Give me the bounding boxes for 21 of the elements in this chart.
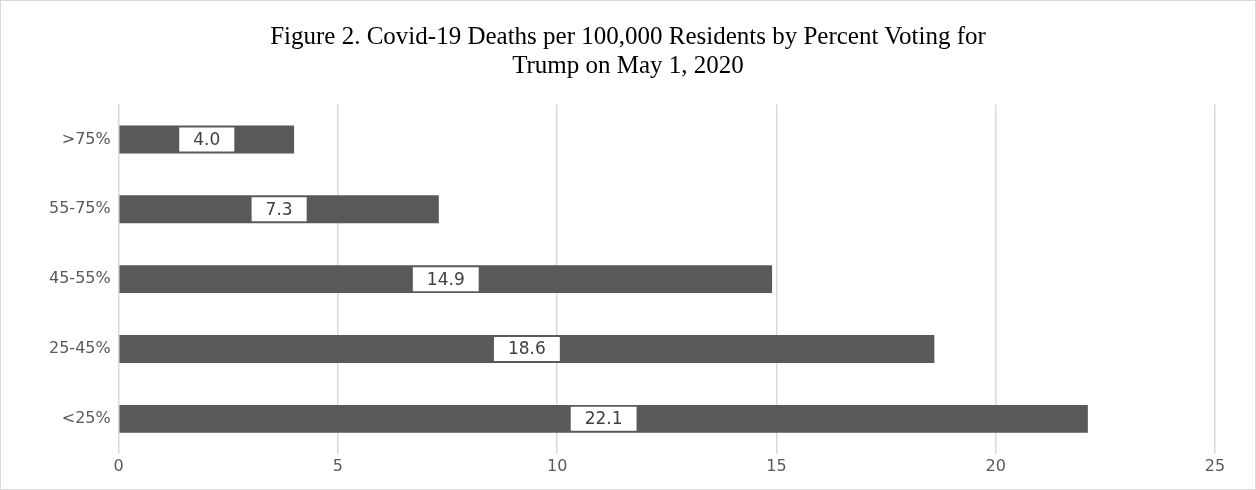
y-tick-label: >75% xyxy=(61,128,111,148)
bar xyxy=(119,335,935,363)
chart-title: Figure 2. Covid-19 Deaths per 100,000 Residents by Percent Voting for Trump on May 1, 2020 xyxy=(270,21,987,78)
data-label: 7.3 xyxy=(265,198,293,219)
data-label: 4.0 xyxy=(193,128,221,149)
bar xyxy=(119,265,773,294)
data-label: 22.1 xyxy=(584,408,623,429)
x-tick-label: 0 xyxy=(113,455,124,475)
x-tick-label: 5 xyxy=(332,455,344,475)
data-label: 18.6 xyxy=(507,338,546,359)
x-tick-label: 25 xyxy=(1204,455,1226,475)
bar xyxy=(119,195,439,224)
x-tick-label: 20 xyxy=(985,455,1006,475)
data-label: 14.9 xyxy=(426,268,465,289)
y-tick-label: <25% xyxy=(61,408,111,428)
bar xyxy=(119,404,1088,433)
y-tick-label: 55-75% xyxy=(48,198,111,218)
x-tick-label: 15 xyxy=(766,455,787,475)
y-tick-label: 45-55% xyxy=(48,268,111,288)
x-tick-label: 10 xyxy=(547,455,568,475)
y-tick-label: 25-45% xyxy=(48,338,111,358)
